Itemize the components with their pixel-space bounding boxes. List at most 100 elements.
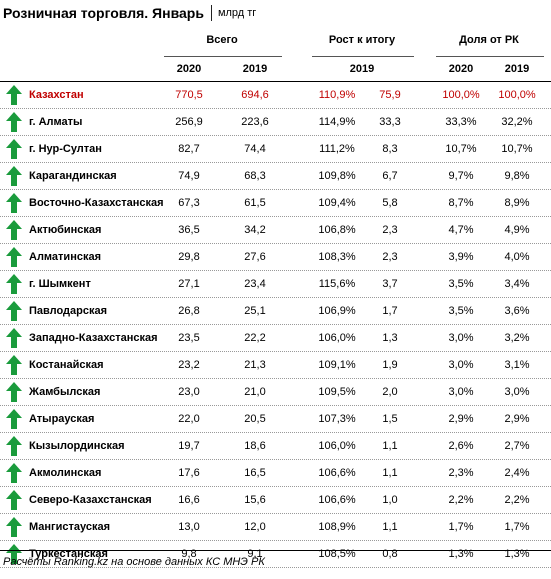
cell-share-2019: 3,0% <box>504 386 530 398</box>
cell-total-2020: 770,5 <box>175 89 203 101</box>
cell-growth-pct: 108,5% <box>318 548 356 560</box>
cell-total-2019: 22,2 <box>244 332 266 344</box>
up-arrow-icon <box>6 247 22 267</box>
cell-total-2020: 16,6 <box>178 494 200 506</box>
cell-total-2019: 27,6 <box>244 251 266 263</box>
cell-growth-pct: 107,3% <box>318 413 356 425</box>
cell-growth-pct: 114,9% <box>318 116 356 128</box>
header-growth-2019: 2019 <box>349 63 375 75</box>
cell-growth-value: 3,7 <box>382 278 398 290</box>
cell-total-2019: 15,6 <box>244 494 266 506</box>
cell-share-2019: 3,6% <box>504 305 530 317</box>
cell-total-2019: 20,5 <box>244 413 266 425</box>
cell-share-2020: 1,3% <box>448 548 474 560</box>
cell-share-2019: 3,4% <box>504 278 530 290</box>
cell-total-2020: 67,3 <box>178 197 200 209</box>
cell-share-2019: 4,9% <box>504 224 530 236</box>
cell-share-2019: 32,2% <box>501 116 533 128</box>
row-name: г. Нур-Султан <box>29 143 102 155</box>
header-rule-growth <box>312 56 414 57</box>
cell-share-2019: 10,7% <box>501 143 533 155</box>
table-body: Казахстан 770,5 694,6 110,9% 75,9 100,0% 100,0… <box>0 82 551 568</box>
up-arrow-icon <box>6 193 22 213</box>
cell-total-2020: 29,8 <box>178 251 200 263</box>
table-bottom-rule <box>0 550 551 551</box>
cell-total-2020: 19,7 <box>178 440 200 452</box>
cell-growth-pct: 109,4% <box>318 197 356 209</box>
cell-growth-pct: 106,0% <box>318 440 356 452</box>
cell-growth-value: 2,3 <box>382 251 398 263</box>
cell-growth-pct: 109,8% <box>318 170 356 182</box>
up-arrow-icon <box>6 544 22 564</box>
cell-share-2020: 9,7% <box>448 170 474 182</box>
row-name: Жамбылская <box>29 386 101 398</box>
cell-share-2020: 2,6% <box>448 440 474 452</box>
cell-growth-pct: 109,5% <box>318 386 356 398</box>
cell-growth-pct: 111,2% <box>319 143 355 155</box>
header-rule-total <box>164 56 282 57</box>
cell-total-2019: 21,0 <box>244 386 266 398</box>
row-name: Мангистауская <box>29 521 111 533</box>
cell-share-2020: 10,7% <box>445 143 477 155</box>
cell-share-2020: 3,5% <box>448 305 474 317</box>
cell-growth-value: 5,8 <box>382 197 398 209</box>
row-name: Западно-Казахстанская <box>29 332 158 344</box>
cell-share-2019: 2,7% <box>504 440 530 452</box>
cell-growth-pct: 106,8% <box>318 224 356 236</box>
cell-total-2019: 21,3 <box>244 359 266 371</box>
cell-total-2020: 13,0 <box>178 521 200 533</box>
cell-total-2019: 25,1 <box>244 305 266 317</box>
up-arrow-icon <box>6 463 22 483</box>
row-name: Карагандинская <box>29 170 117 182</box>
cell-total-2020: 82,7 <box>178 143 200 155</box>
cell-total-2020: 26,8 <box>178 305 200 317</box>
table-row: Северо-Казахстанская 16,6 15,6 106,6% 1,0 2,2… <box>0 487 551 514</box>
cell-total-2020: 23,2 <box>178 359 200 371</box>
table-row: Атырауская 22,0 20,5 107,3% 1,5 2,9% 2,9% <box>0 406 551 433</box>
cell-share-2020: 1,7% <box>448 521 474 533</box>
table-row: г. Нур-Султан 82,7 74,4 111,2% 8,3 10,7% 10,7% <box>0 136 551 163</box>
table-row: Казахстан 770,5 694,6 110,9% 75,9 100,0% 100,0… <box>0 82 551 109</box>
row-name: г. Алматы <box>29 116 83 128</box>
cell-share-2019: 9,8% <box>504 170 530 182</box>
cell-growth-value: 75,9 <box>379 89 401 101</box>
cell-growth-pct: 106,6% <box>318 494 356 506</box>
table-row: Восточно-Казахстанская 67,3 61,5 109,4% 5,8 8… <box>0 190 551 217</box>
cell-total-2019: 68,3 <box>244 170 266 182</box>
cell-share-2020: 3,5% <box>448 278 474 290</box>
cell-total-2020: 9,8 <box>181 548 197 560</box>
cell-total-2019: 23,4 <box>244 278 266 290</box>
cell-growth-value: 1,9 <box>382 359 398 371</box>
cell-share-2019: 100,0% <box>498 89 536 101</box>
cell-total-2020: 27,1 <box>178 278 200 290</box>
cell-growth-pct: 106,0% <box>318 332 356 344</box>
cell-share-2020: 8,7% <box>448 197 474 209</box>
cell-share-2019: 3,2% <box>504 332 530 344</box>
cell-total-2019: 61,5 <box>244 197 266 209</box>
cell-total-2019: 694,6 <box>241 89 269 101</box>
cell-share-2020: 3,0% <box>448 386 474 398</box>
table-row: г. Алматы 256,9 223,6 114,9% 33,3 33,3% 32,2% <box>0 109 551 136</box>
table-row: Акмолинская 17,6 16,5 106,6% 1,1 2,3% 2,4% <box>0 460 551 487</box>
table-row: Карагандинская 74,9 68,3 109,8% 6,7 9,7% 9,8% <box>0 163 551 190</box>
table-row: г. Шымкент 27,1 23,4 115,6% 3,7 3,5% 3,4% <box>0 271 551 298</box>
title-text: Розничная торговля. Январь <box>3 5 204 21</box>
cell-total-2019: 12,0 <box>244 521 266 533</box>
cell-growth-value: 0,8 <box>382 548 398 560</box>
title-divider <box>210 5 212 21</box>
cell-share-2020: 100,0% <box>442 89 480 101</box>
header-group-share: Доля от РК <box>459 34 519 46</box>
cell-share-2020: 3,0% <box>448 332 474 344</box>
cell-growth-value: 2,3 <box>382 224 398 236</box>
table-row: Актюбинская 36,5 34,2 106,8% 2,3 4,7% 4,9% <box>0 217 551 244</box>
cell-growth-value: 1,3 <box>382 332 398 344</box>
cell-share-2020: 2,9% <box>448 413 474 425</box>
cell-growth-pct: 109,1% <box>318 359 356 371</box>
header-group-growth: Рост к итогу <box>328 34 396 46</box>
cell-total-2019: 16,5 <box>244 467 266 479</box>
header-bottom-rule <box>0 81 551 82</box>
cell-share-2020: 33,3% <box>445 116 477 128</box>
cell-growth-value: 1,1 <box>382 440 398 452</box>
cell-total-2019: 9,1 <box>247 548 263 560</box>
header-group-total: Всего <box>206 34 238 46</box>
